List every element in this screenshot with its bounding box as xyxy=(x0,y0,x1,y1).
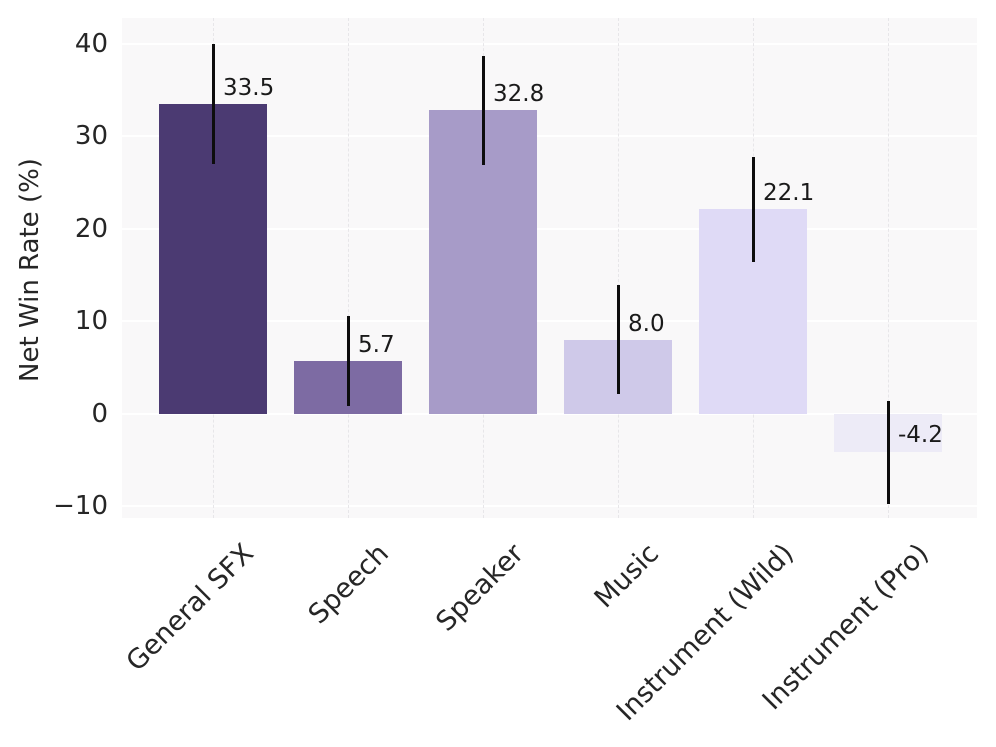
error-bar-instrument-wild xyxy=(751,156,755,262)
value-label-instrument-pro: -4.2 xyxy=(898,422,943,449)
error-bar-music xyxy=(616,285,620,395)
x-tick-speaker: Speaker xyxy=(430,538,530,638)
v-gridline-speech xyxy=(347,18,349,518)
error-bar-instrument-pro xyxy=(886,400,890,505)
y-tick-−10: −10 xyxy=(53,490,108,521)
v-gridline-music xyxy=(617,18,619,518)
x-tick-music: Music xyxy=(588,538,665,615)
x-tick-speech: Speech xyxy=(302,538,395,631)
value-label-instrument-wild: 22.1 xyxy=(763,180,815,207)
x-tick-general-sfx: General SFX xyxy=(120,538,260,678)
value-label-general-sfx: 33.5 xyxy=(223,74,275,101)
error-bar-speech xyxy=(346,315,350,407)
value-label-music: 8.0 xyxy=(628,310,665,337)
v-gridline-instrument-pro xyxy=(887,18,889,518)
y-tick-10: 10 xyxy=(74,306,108,337)
y-axis-label: Net Win Rate (%) xyxy=(15,158,45,382)
plot-area: 33.5 5.7 32.8 8.0 22.1 -4.2 xyxy=(122,18,977,518)
h-gridline-40 xyxy=(122,42,977,45)
h-gridline-10 xyxy=(122,320,977,323)
error-bar-speaker xyxy=(481,55,485,165)
h-gridline-20 xyxy=(122,227,977,230)
y-tick-30: 30 xyxy=(74,121,108,152)
h-gridline-30 xyxy=(122,135,977,138)
value-label-speaker: 32.8 xyxy=(493,81,545,108)
y-tick-40: 40 xyxy=(74,28,108,59)
h-gridline-−10 xyxy=(122,504,977,507)
value-label-speech: 5.7 xyxy=(358,331,395,358)
error-bar-general-sfx xyxy=(211,43,215,165)
h-gridline-0 xyxy=(122,412,977,415)
y-tick-20: 20 xyxy=(74,213,108,244)
y-tick-0: 0 xyxy=(91,398,108,429)
